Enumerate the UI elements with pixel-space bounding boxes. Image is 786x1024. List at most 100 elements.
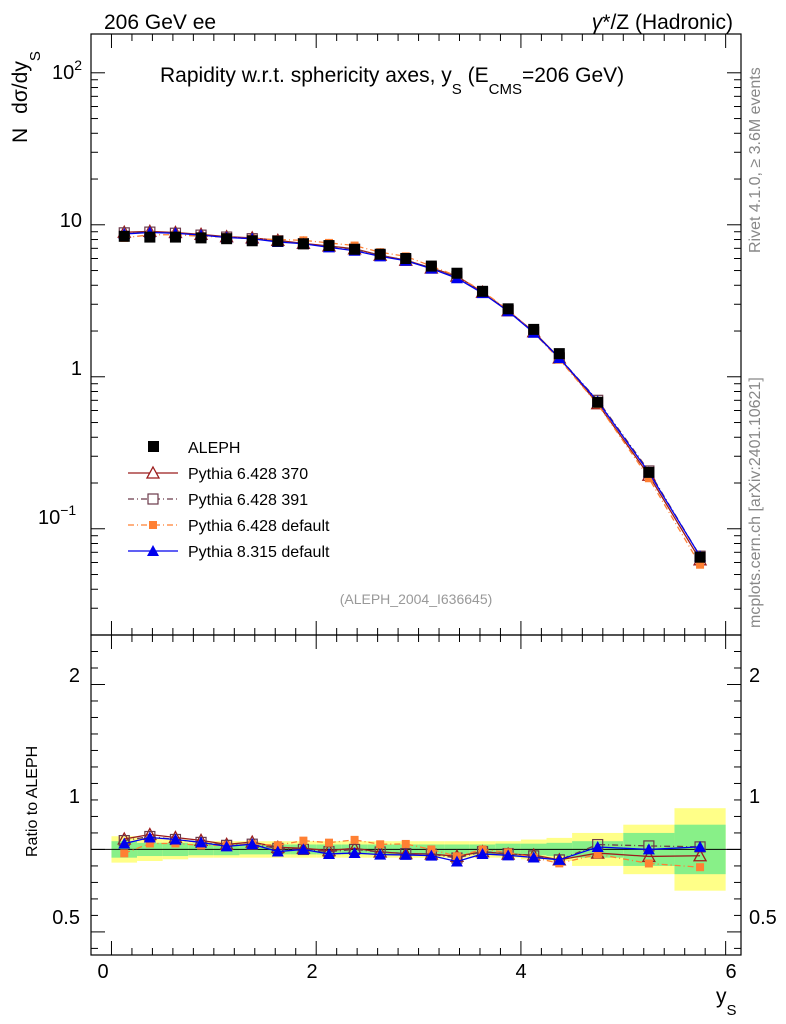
point-pdef6-19 [644, 474, 653, 483]
ratio-point-p8-7 [297, 843, 310, 855]
ratio-point-pdef6-9 [350, 835, 359, 844]
ratio-point-pdef6-8 [324, 838, 333, 847]
legend-marker-pdef6 [149, 521, 157, 529]
legend-marker-p370 [145, 465, 161, 479]
y-tick-label-0.1: 10−1 [38, 502, 76, 529]
point-aleph-19 [643, 466, 655, 478]
point-aleph-14 [477, 285, 489, 297]
series-p370 [117, 224, 708, 566]
x-tick-label-6: 6 [725, 961, 736, 983]
legend-item-p370: Pythia 6.428 370 [128, 465, 308, 483]
x-tick-label-2: 2 [306, 961, 317, 983]
ratio-point-p8-12 [425, 849, 438, 861]
series-aleph [118, 230, 706, 563]
legend-item-p391: Pythia 6.428 391 [128, 492, 308, 509]
line-p370 [124, 230, 701, 561]
ratio-point-pdef6-1 [145, 839, 154, 848]
top-y-tick-labels: 102 10 1 10−1 [38, 57, 82, 529]
ratio-point-p8-16 [527, 851, 540, 863]
ratio-point-p8-14 [476, 847, 489, 859]
header-gamma: γ [592, 11, 604, 34]
ratio-point-pdef6-12 [427, 845, 436, 854]
ratio-point-p8-18 [591, 841, 604, 853]
analysis-tag: (ALEPH_2004_I636645) [340, 591, 493, 607]
series-p391 [118, 226, 706, 562]
point-aleph-8 [323, 240, 335, 252]
axes-frame [90, 33, 742, 956]
legend-label-p391: Pythia 6.428 391 [188, 492, 308, 509]
ratio-tick-label-0.5-right: 0.5 [749, 907, 777, 929]
point-aleph-11 [400, 253, 412, 265]
ratio-tick-label-1-right: 1 [749, 786, 760, 808]
legend-item-p8: Pythia 8.315 default [128, 544, 330, 561]
point-pdef6-20 [696, 560, 705, 569]
y-tick-label-100: 102 [52, 57, 82, 84]
ratio-point-pdef6-10 [376, 840, 385, 849]
header-left: 206 GeV ee [104, 11, 216, 34]
top-panel-series [117, 224, 708, 569]
ratio-tick-label-2-right: 2 [749, 665, 760, 687]
x-tick-label-4: 4 [515, 961, 526, 983]
ratio-point-p8-0 [118, 837, 131, 849]
ratio-tick-label-0.5: 0.5 [52, 907, 80, 929]
legend-label-p370: Pythia 6.428 370 [188, 466, 308, 483]
mcplots-label: mcplots.cern.ch [arXiv:2401.10621] [747, 377, 764, 628]
ratio-point-p8-1 [143, 831, 156, 843]
ratio-point-p8-17 [553, 853, 566, 865]
ratio-point-p8-6 [271, 845, 284, 857]
header-right-rest: */Z (Hadronic) [602, 11, 733, 34]
ratio-point-pdef6-6 [273, 841, 282, 850]
legend-marker-aleph [148, 441, 159, 452]
point-aleph-9 [349, 243, 361, 255]
ratio-point-p8-3 [195, 836, 208, 848]
legend-label-p8: Pythia 8.315 default [188, 544, 330, 561]
y-tick-label-10: 10 [60, 210, 82, 232]
ratio-point-pdef6-20 [696, 863, 705, 872]
ratio-point-p8-2 [169, 833, 182, 845]
legend-marker-p8 [147, 545, 159, 556]
point-aleph-0 [118, 230, 130, 242]
point-aleph-18 [592, 396, 604, 408]
legend-item-pdef6: Pythia 6.428 default [128, 518, 330, 535]
point-aleph-7 [297, 238, 309, 250]
ratio-point-pdef6-0 [120, 849, 129, 858]
point-aleph-5 [246, 235, 258, 247]
ratio-panel-series [91, 827, 741, 872]
legend-marker-p391 [147, 493, 159, 505]
point-aleph-4 [221, 233, 233, 245]
ratio-tick-label-1: 1 [69, 786, 80, 808]
point-aleph-16 [528, 323, 540, 335]
plot-title: Rapidity w.r.t. sphericity axes, yS (ECM… [160, 64, 624, 98]
ratio-point-p8-4 [220, 840, 233, 852]
point-aleph-10 [374, 248, 386, 260]
xlabel: yS [716, 985, 737, 1019]
x-tick-label-0: 0 [97, 961, 108, 983]
ratio-ylabel: Ratio to ALEPH [24, 746, 41, 857]
ratio-point-p8-5 [246, 838, 259, 850]
ratio-point-p8-15 [502, 849, 515, 861]
ratio-point-p8-8 [322, 847, 335, 859]
point-aleph-17 [553, 348, 565, 360]
ratio-point-p8-10 [374, 848, 387, 860]
ratio-point-pdef6-7 [299, 836, 308, 845]
legend-label-pdef6: Pythia 6.428 default [188, 518, 330, 535]
point-aleph-12 [425, 260, 437, 272]
point-aleph-13 [451, 267, 463, 279]
ratio-line-pdef6 [124, 839, 701, 868]
ratio-point-p8-9 [348, 847, 361, 859]
line-pdef6 [124, 234, 701, 566]
point-aleph-20 [694, 551, 706, 563]
point-aleph-1 [144, 231, 156, 243]
ratio-tick-label-2: 2 [69, 665, 80, 687]
legend-label-aleph: ALEPH [188, 440, 240, 457]
legend: ALEPH Pythia 6.428 370 Pythia 6.428 391 … [128, 440, 330, 561]
ratio-point-pdef6-11 [401, 839, 410, 848]
ratio-point-pdef6-18 [593, 850, 602, 859]
series-p8 [118, 226, 707, 562]
top-ylabel: Ndσ/dyS [9, 51, 44, 143]
point-aleph-3 [195, 232, 207, 244]
y-tick-label-1: 1 [71, 358, 82, 380]
rivet-label: Rivet 4.1.0, ≥ 3.6M events [747, 67, 764, 253]
point-aleph-2 [169, 231, 181, 243]
